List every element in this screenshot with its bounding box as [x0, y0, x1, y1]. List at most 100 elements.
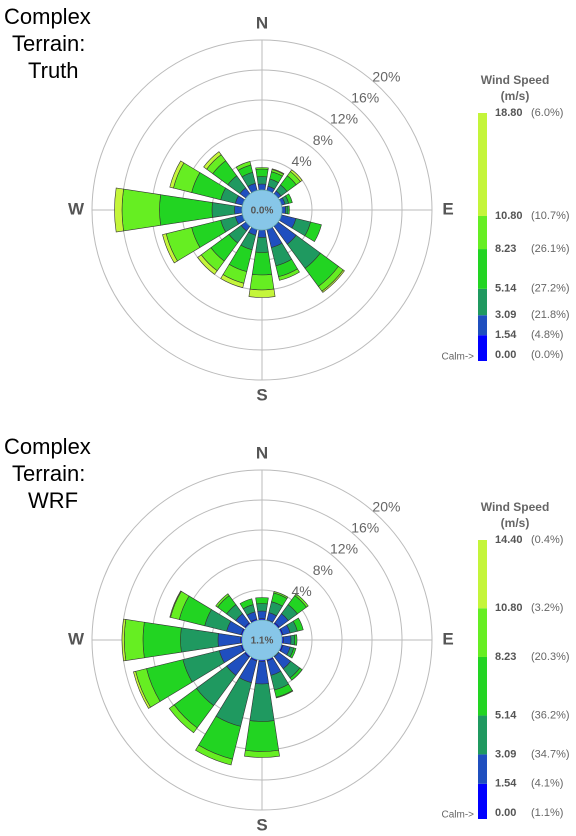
legend-edge-label: 10.80 — [495, 210, 523, 222]
wind-wedge — [248, 288, 276, 298]
legend-swatch — [478, 754, 487, 784]
legend-percent-label: (0.0%) — [531, 349, 563, 361]
wind-wedge — [142, 621, 182, 659]
wind-wedge — [251, 251, 273, 276]
wind-wedge — [289, 169, 303, 183]
ring-label: 12% — [330, 541, 358, 557]
chart-title: Complex — [4, 4, 91, 29]
legend-calm-label: Calm-> — [441, 352, 474, 363]
calm-label: 0.0% — [251, 206, 274, 217]
direction-label: E — [442, 629, 453, 648]
wind-wedge — [162, 233, 178, 264]
wind-wedge — [234, 205, 243, 215]
wind-wedge — [169, 160, 185, 189]
legend-calm-label: Calm-> — [441, 810, 474, 821]
legend-edge-label: 8.23 — [495, 651, 516, 663]
legend-swatch — [478, 215, 487, 250]
chart-title: Truth — [28, 58, 79, 83]
wind-wedge — [255, 660, 269, 685]
legend-edge-label: 3.09 — [495, 748, 516, 760]
direction-label: N — [256, 13, 268, 32]
wind-wedge — [255, 236, 269, 253]
wind-wedge — [257, 229, 267, 238]
legend-title: Wind Speed — [481, 73, 550, 87]
legend-swatch — [478, 249, 487, 289]
legend-edge-label: 5.14 — [495, 709, 517, 721]
ring-label: 12% — [330, 111, 358, 127]
wind-wedge — [290, 634, 296, 646]
legend-swatch — [478, 315, 487, 336]
legend-edge-label: 14.40 — [495, 534, 523, 546]
legend-percent-label: (0.4%) — [531, 534, 563, 546]
legend-edge-label: 10.80 — [495, 602, 523, 614]
wind-wedge — [257, 183, 267, 191]
legend-percent-label: (4.8%) — [531, 329, 563, 341]
wind-wedge — [114, 187, 124, 233]
chart-title: Complex — [4, 434, 91, 459]
legend-edge-label: 18.80 — [495, 107, 523, 119]
wind-wedge — [244, 749, 280, 758]
legend-percent-label: (21.8%) — [531, 309, 570, 321]
legend-edge-label: 3.09 — [495, 309, 516, 321]
legend-swatch — [478, 335, 487, 355]
wind-wedge — [255, 168, 269, 178]
legend-calm-swatch — [478, 813, 487, 819]
ring-label: 8% — [313, 132, 333, 148]
direction-label: S — [256, 385, 267, 404]
wind-wedge — [294, 634, 298, 646]
ring-label: 8% — [313, 562, 333, 578]
legend-swatch — [478, 288, 487, 316]
wind-wedge — [271, 168, 285, 175]
legend-title: Wind Speed — [481, 500, 550, 514]
wind-wedge — [197, 254, 218, 275]
wind-wedge — [256, 603, 268, 612]
wind-wedge — [203, 151, 222, 170]
ring-label: 16% — [351, 89, 379, 105]
ring-label: 20% — [372, 68, 400, 84]
legend-title: (m/s) — [501, 89, 530, 103]
ring-label: 4% — [291, 583, 311, 599]
wind-wedge — [121, 618, 127, 662]
legend-edge-label: 5.14 — [495, 283, 517, 295]
wind-wedge — [287, 205, 290, 215]
wind-wedge — [255, 167, 269, 170]
wind-wedge — [121, 188, 161, 232]
legend-edge-label: 1.54 — [495, 778, 517, 790]
legend-percent-label: (26.1%) — [531, 243, 570, 255]
legend-edge-label: 1.54 — [495, 329, 517, 341]
legend-edge-label: 0.00 — [495, 349, 516, 361]
wind-wedge — [217, 633, 242, 647]
direction-label: S — [256, 815, 267, 834]
wind-wedge — [195, 744, 233, 766]
wind-wedge — [257, 610, 267, 620]
wind-wedge — [220, 274, 245, 289]
direction-label: N — [256, 443, 268, 462]
wind-wedge — [255, 597, 269, 605]
legend-swatch — [478, 715, 487, 755]
wind-wedge — [244, 720, 280, 752]
chart-title: Terrain: — [12, 461, 85, 486]
legend-swatch — [478, 656, 487, 716]
wind-wedge — [124, 619, 145, 661]
wind-wedge — [282, 635, 292, 645]
legend-swatch — [478, 113, 487, 216]
calm-label: 1.1% — [251, 636, 274, 647]
wind-wedge — [133, 670, 151, 709]
legend-swatch — [478, 783, 487, 813]
wind-wedge — [321, 269, 345, 293]
wind-wedge — [249, 273, 275, 291]
calm-circle — [241, 619, 283, 661]
direction-label: E — [442, 199, 453, 218]
legend-percent-label: (4.1%) — [531, 778, 563, 790]
legend-percent-label: (1.1%) — [531, 807, 563, 819]
wind-wedge — [159, 194, 213, 226]
direction-label: W — [68, 199, 85, 218]
chart-title: Terrain: — [12, 31, 85, 56]
legend-percent-label: (27.2%) — [531, 283, 570, 295]
legend-calm-swatch — [478, 355, 487, 361]
legend-swatch — [478, 540, 487, 609]
legend-percent-label: (36.2%) — [531, 709, 570, 721]
